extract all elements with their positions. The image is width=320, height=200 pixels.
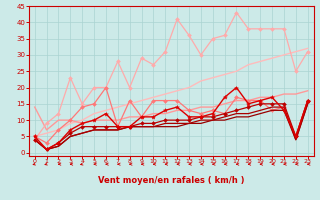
X-axis label: Vent moyen/en rafales ( km/h ): Vent moyen/en rafales ( km/h ) xyxy=(98,176,244,185)
